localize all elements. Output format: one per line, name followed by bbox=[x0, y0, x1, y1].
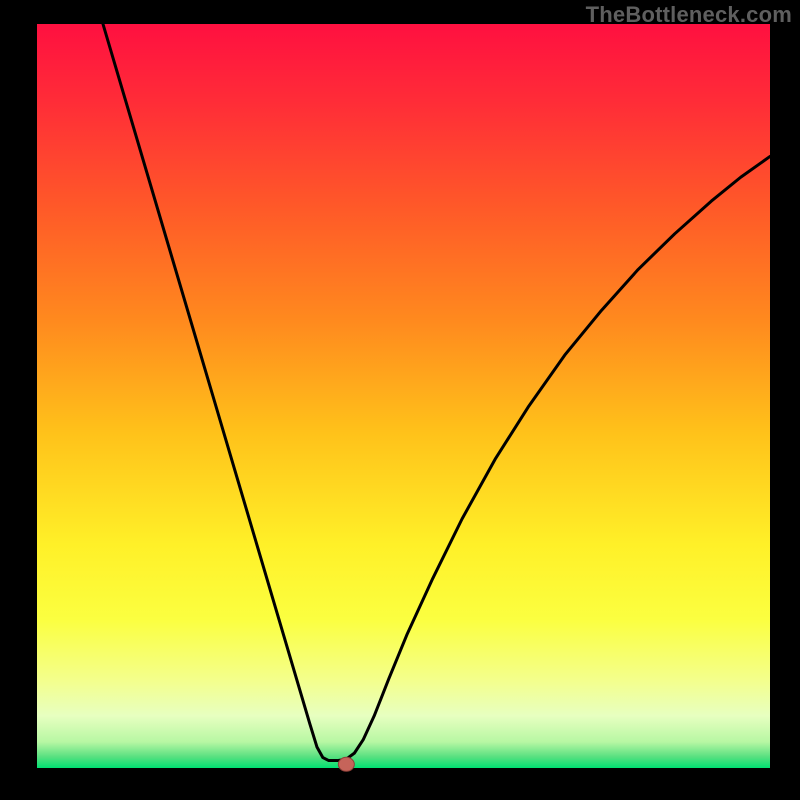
chart-container: TheBottleneck.com bbox=[0, 0, 800, 800]
minimum-marker bbox=[338, 757, 354, 771]
plot-area bbox=[37, 24, 770, 768]
watermark-text: TheBottleneck.com bbox=[586, 2, 792, 28]
chart-svg bbox=[0, 0, 800, 800]
